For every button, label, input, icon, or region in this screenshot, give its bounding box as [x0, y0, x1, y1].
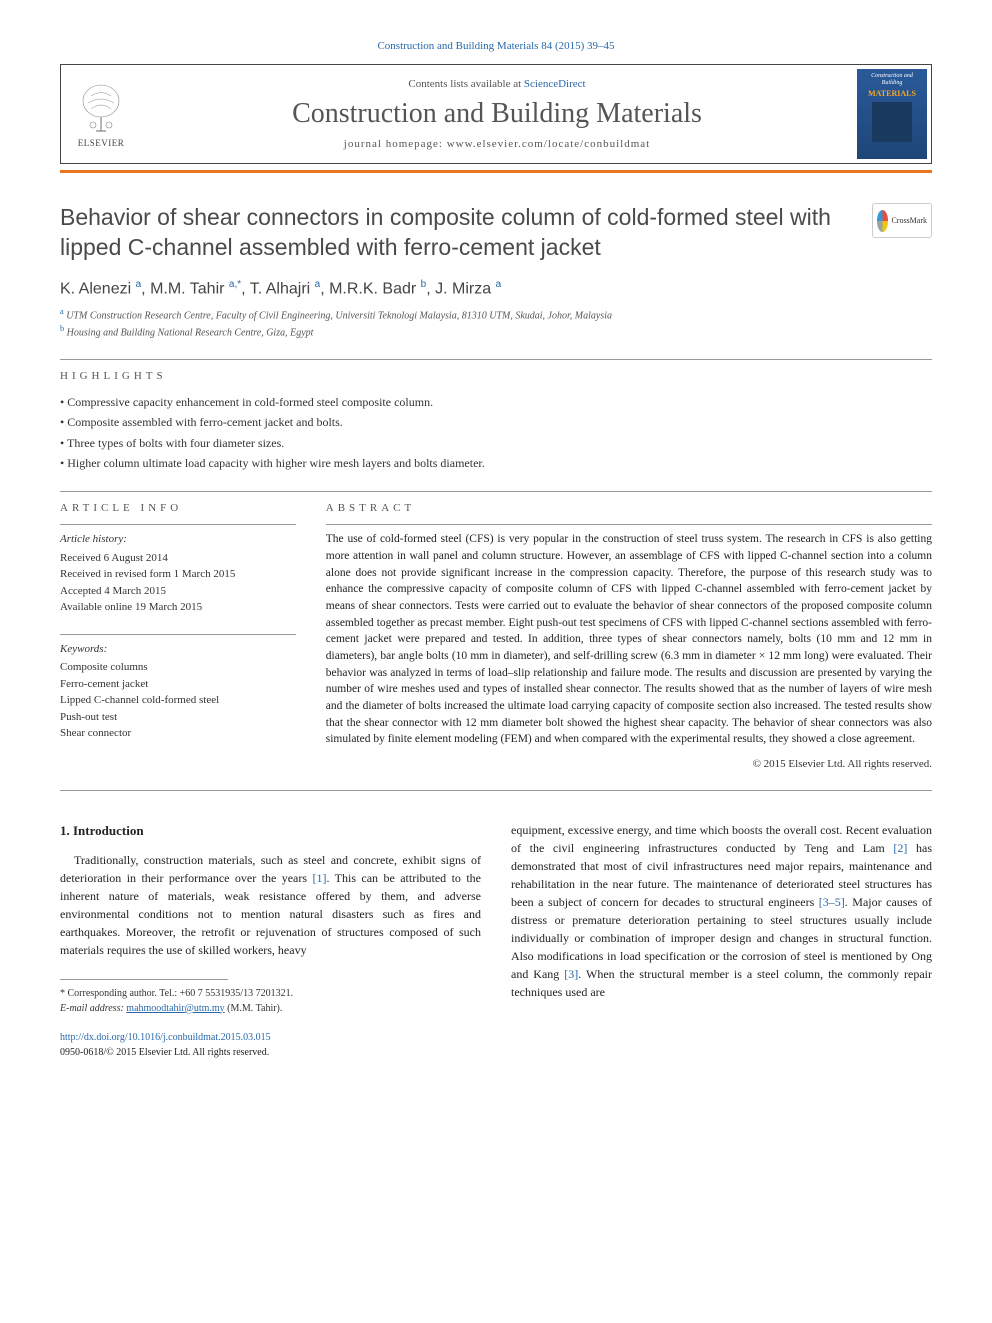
history-received: Received 6 August 2014 — [60, 550, 296, 567]
history-accepted: Accepted 4 March 2015 — [60, 583, 296, 600]
keywords-items: Composite columnsFerro-cement jacketLipp… — [60, 659, 296, 742]
elsevier-tree-icon — [76, 81, 126, 136]
contents-available: Contents lists available at ScienceDirec… — [151, 78, 843, 90]
journal-cover-thumb: Construction and Building MATERIALS — [857, 69, 927, 159]
issn-line: 0950-0618/© 2015 Elsevier Ltd. All right… — [60, 1045, 481, 1060]
authors-line: K. Alenezi a, M.M. Tahir a,*, T. Alhajri… — [60, 279, 932, 298]
header-center: Contents lists available at ScienceDirec… — [141, 68, 853, 160]
intro-para-2: equipment, excessive energy, and time wh… — [511, 821, 932, 1001]
highlight-item: Three types of bolts with four diameter … — [60, 433, 932, 453]
highlight-item: Higher column ultimate load capacity wit… — [60, 453, 932, 473]
keywords-heading: Keywords: — [60, 641, 296, 658]
doi-block: http://dx.doi.org/10.1016/j.conbuildmat.… — [60, 1030, 481, 1060]
ref-link[interactable]: [1] — [312, 871, 326, 885]
elsevier-text: ELSEVIER — [78, 138, 125, 148]
highlight-item: Composite assembled with ferro-cement ja… — [60, 412, 932, 432]
citation-line: Construction and Building Materials 84 (… — [60, 40, 932, 52]
intro-para-1: Traditionally, construction materials, s… — [60, 851, 481, 959]
ref-link[interactable]: [3–5] — [819, 895, 845, 909]
divider — [60, 524, 296, 525]
divider — [60, 790, 932, 791]
journal-header: ELSEVIER Contents lists available at Sci… — [60, 64, 932, 164]
article-title: Behavior of shear connectors in composit… — [60, 203, 852, 263]
contents-prefix: Contents lists available at — [408, 78, 523, 90]
cover-title-2: MATERIALS — [868, 89, 916, 98]
ref-link[interactable]: [3] — [564, 967, 578, 981]
crossmark-badge[interactable]: CrossMark — [872, 203, 932, 238]
corr-email-name: (M.M. Tahir). — [225, 1003, 283, 1014]
cover-image-placeholder — [872, 102, 912, 142]
footnote-divider — [60, 979, 228, 980]
corresponding-author: * Corresponding author. Tel.: +60 7 5531… — [60, 986, 481, 1016]
history-heading: Article history: — [60, 531, 296, 548]
keywords-block: Keywords: Composite columnsFerro-cement … — [60, 634, 296, 742]
body-column-left: 1. Introduction Traditionally, construct… — [60, 821, 481, 1060]
divider — [60, 634, 296, 635]
highlight-item: Compressive capacity enhancement in cold… — [60, 392, 932, 412]
doi-link[interactable]: http://dx.doi.org/10.1016/j.conbuildmat.… — [60, 1032, 271, 1043]
crossmark-label: CrossMark — [891, 216, 927, 225]
history-online: Available online 19 March 2015 — [60, 599, 296, 616]
divider — [326, 524, 932, 525]
body-column-right: equipment, excessive energy, and time wh… — [511, 821, 932, 1060]
corr-author-line: * Corresponding author. Tel.: +60 7 5531… — [60, 986, 481, 1001]
sciencedirect-link[interactable]: ScienceDirect — [524, 78, 586, 90]
orange-divider — [60, 170, 932, 173]
history-revised: Received in revised form 1 March 2015 — [60, 566, 296, 583]
email-label: E-mail address: — [60, 1003, 126, 1014]
article-history: Article history: Received 6 August 2014 … — [60, 531, 296, 616]
divider — [60, 491, 932, 492]
abstract-label: abstract — [326, 502, 932, 514]
ref-link[interactable]: [2] — [893, 841, 907, 855]
highlights-list: Compressive capacity enhancement in cold… — [60, 392, 932, 474]
keyword-item: Push-out test — [60, 709, 296, 726]
cover-title-1: Construction and Building — [861, 73, 923, 87]
journal-title: Construction and Building Materials — [151, 98, 843, 130]
copyright-line: © 2015 Elsevier Ltd. All rights reserved… — [326, 758, 932, 770]
corr-email-link[interactable]: mahmoodtahir@utm.my — [126, 1003, 224, 1014]
keyword-item: Ferro-cement jacket — [60, 676, 296, 693]
article-info-label: article info — [60, 502, 296, 514]
highlights-label: highlights — [60, 370, 932, 382]
affiliations: a UTM Construction Research Centre, Facu… — [60, 306, 932, 341]
keyword-item: Shear connector — [60, 725, 296, 742]
divider — [60, 359, 932, 360]
keyword-item: Lipped C-channel cold-formed steel — [60, 692, 296, 709]
corr-email-line: E-mail address: mahmoodtahir@utm.my (M.M… — [60, 1001, 481, 1016]
keyword-item: Composite columns — [60, 659, 296, 676]
elsevier-logo: ELSEVIER — [61, 69, 141, 159]
journal-homepage: journal homepage: www.elsevier.com/locat… — [151, 138, 843, 150]
crossmark-icon — [877, 210, 888, 232]
abstract-text: The use of cold-formed steel (CFS) is ve… — [326, 531, 932, 748]
intro-heading: 1. Introduction — [60, 821, 481, 841]
